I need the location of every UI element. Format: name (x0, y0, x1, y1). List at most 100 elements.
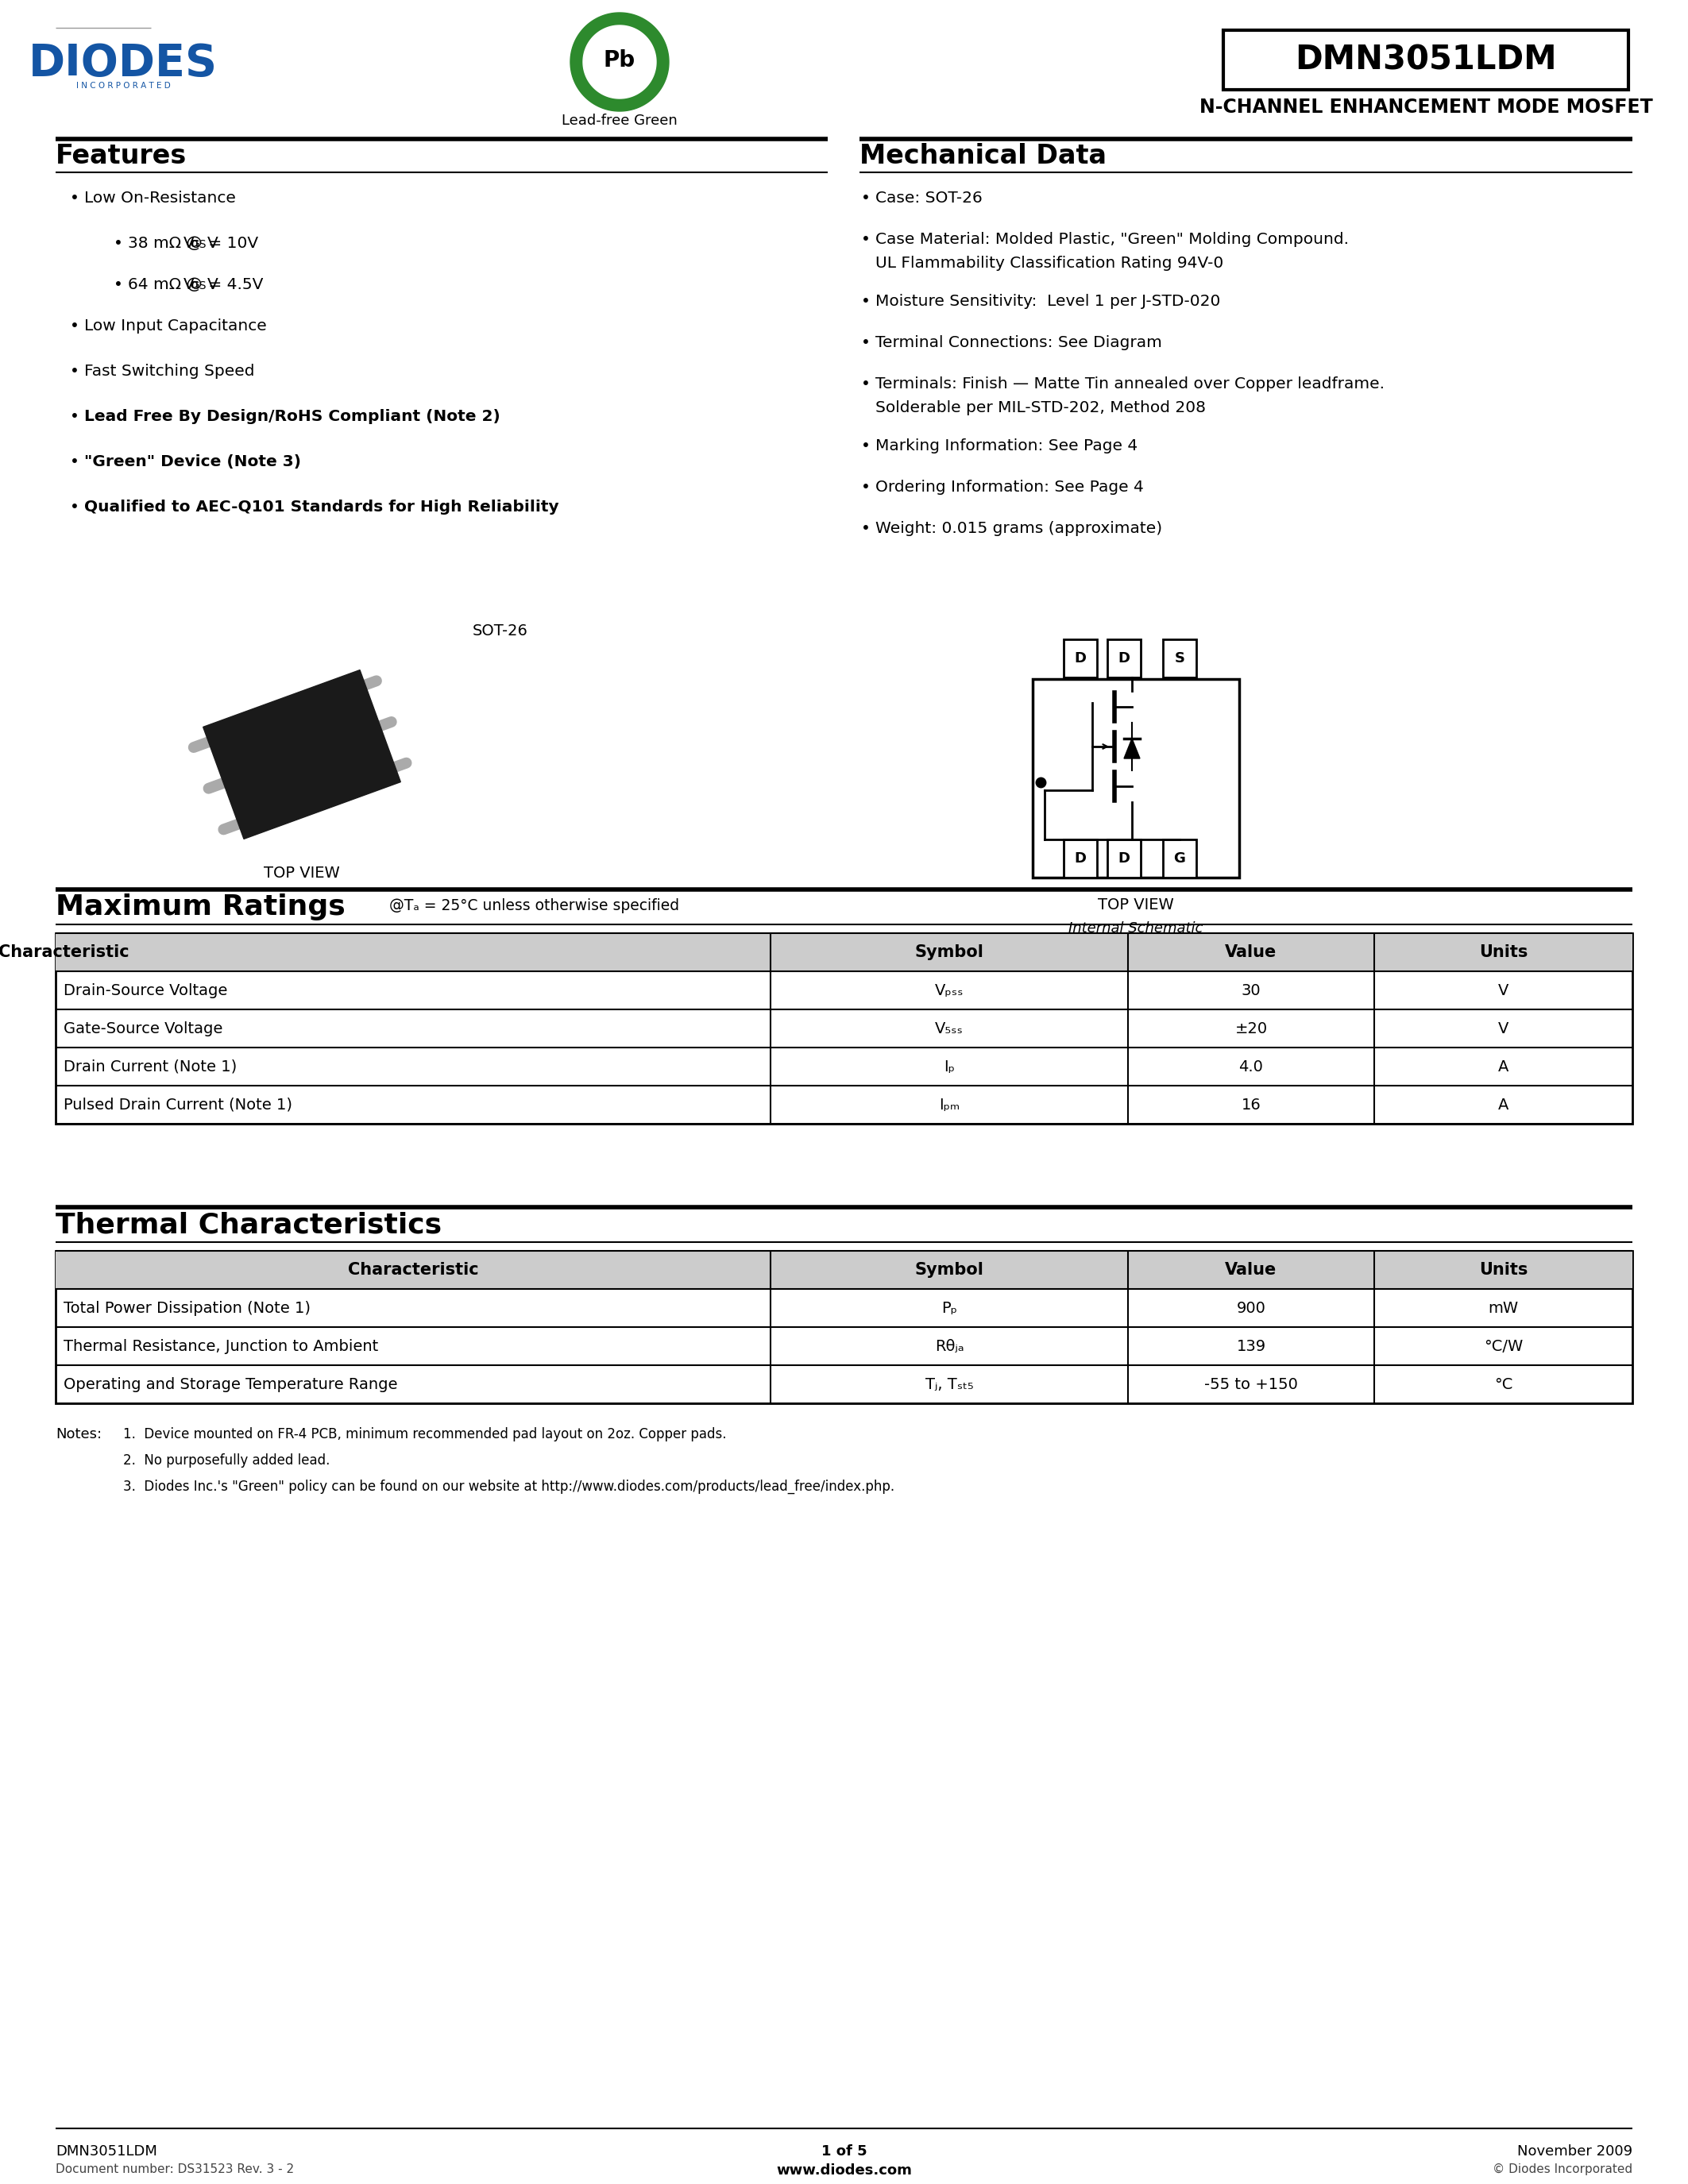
Bar (1107, 839, 1141, 878)
Text: Value: Value (1225, 943, 1278, 961)
Text: Iₚ: Iₚ (944, 1059, 955, 1075)
Bar (1224, 31, 1629, 90)
Text: G: G (1173, 852, 1185, 865)
Text: SOT-26: SOT-26 (473, 622, 528, 638)
Text: Units: Units (1479, 1262, 1528, 1278)
Text: Value: Value (1225, 1262, 1278, 1278)
Text: •: • (861, 480, 871, 496)
Text: V: V (184, 277, 194, 293)
Text: Case: SOT-26: Case: SOT-26 (876, 190, 982, 205)
Text: GS: GS (191, 280, 206, 290)
Text: 900: 900 (1236, 1299, 1266, 1315)
Text: Drain-Source Voltage: Drain-Source Voltage (64, 983, 228, 998)
Text: GS: GS (191, 238, 206, 251)
Text: Symbol: Symbol (915, 1262, 984, 1278)
Text: 1 of 5: 1 of 5 (820, 2145, 868, 2158)
Text: UL Flammability Classification Rating 94V-0: UL Flammability Classification Rating 94… (876, 256, 1224, 271)
Text: D: D (1117, 852, 1129, 865)
Text: Notes:: Notes: (56, 1426, 101, 1441)
Text: Internal Schematic: Internal Schematic (1069, 922, 1204, 935)
Polygon shape (582, 26, 657, 98)
Bar (56, 1251, 1632, 1289)
Text: Marking Information: See Page 4: Marking Information: See Page 4 (876, 439, 1138, 454)
Text: Tⱼ, Tₛₜ₅: Tⱼ, Tₛₜ₅ (925, 1376, 974, 1391)
Text: S: S (1175, 651, 1185, 666)
Text: A: A (1497, 1096, 1509, 1112)
Text: Total Power Dissipation (Note 1): Total Power Dissipation (Note 1) (64, 1299, 311, 1315)
Polygon shape (571, 13, 668, 111)
Text: 64 mΩ @ V: 64 mΩ @ V (128, 277, 218, 293)
Text: •: • (861, 376, 871, 391)
Text: Symbol: Symbol (915, 943, 984, 961)
Text: •: • (69, 319, 79, 334)
Text: V: V (1497, 1020, 1509, 1035)
Text: Case Material: Molded Plastic, "Green" Molding Compound.: Case Material: Molded Plastic, "Green" M… (876, 232, 1349, 247)
Text: -55 to +150: -55 to +150 (1204, 1376, 1298, 1391)
Text: Maximum Ratings: Maximum Ratings (56, 893, 346, 919)
Text: Features: Features (56, 142, 187, 168)
Text: Solderable per MIL-STD-202, Method 208: Solderable per MIL-STD-202, Method 208 (876, 400, 1205, 415)
Text: Pb: Pb (604, 50, 635, 72)
Text: "Green" Device (Note 3): "Green" Device (Note 3) (84, 454, 300, 470)
Text: @Tₐ = 25°C unless otherwise specified: @Tₐ = 25°C unless otherwise specified (390, 898, 679, 913)
Text: www.diodes.com: www.diodes.com (776, 2164, 912, 2177)
Text: 1.  Device mounted on FR-4 PCB, minimum recommended pad layout on 2oz. Copper pa: 1. Device mounted on FR-4 PCB, minimum r… (123, 1426, 726, 1441)
Text: °C/W: °C/W (1484, 1339, 1523, 1354)
Text: •: • (861, 232, 871, 247)
Text: 30: 30 (1241, 983, 1261, 998)
Text: 4.0: 4.0 (1239, 1059, 1263, 1075)
Text: Terminal Connections: See Diagram: Terminal Connections: See Diagram (876, 334, 1161, 349)
Text: °C: °C (1494, 1376, 1512, 1391)
Text: •: • (69, 454, 79, 470)
Text: 2.  No purposefully added lead.: 2. No purposefully added lead. (123, 1452, 329, 1468)
Text: Drain Current (Note 1): Drain Current (Note 1) (64, 1059, 236, 1075)
Text: •: • (861, 334, 871, 349)
Text: •: • (69, 408, 79, 424)
Text: Characteristic: Characteristic (0, 943, 128, 961)
Text: I N C O R P O R A T E D: I N C O R P O R A T E D (76, 81, 170, 90)
Bar (1107, 640, 1141, 677)
Text: = 10V: = 10V (204, 236, 258, 251)
Text: Iₚₘ: Iₚₘ (939, 1096, 960, 1112)
Polygon shape (1124, 738, 1139, 758)
Text: •: • (69, 365, 79, 378)
Text: •: • (861, 439, 871, 454)
Text: •: • (69, 190, 79, 205)
Text: Qualified to AEC-Q101 Standards for High Reliability: Qualified to AEC-Q101 Standards for High… (84, 500, 559, 515)
Text: Low Input Capacitance: Low Input Capacitance (84, 319, 267, 334)
Text: Low On-Resistance: Low On-Resistance (84, 190, 236, 205)
Text: Rθⱼₐ: Rθⱼₐ (935, 1339, 964, 1354)
Text: Lead-free Green: Lead-free Green (562, 114, 677, 129)
Text: Mechanical Data: Mechanical Data (859, 142, 1107, 168)
Bar (1163, 640, 1197, 677)
Bar (1163, 839, 1197, 878)
Text: •: • (69, 500, 79, 515)
Text: Units: Units (1479, 943, 1528, 961)
Text: © Diodes Incorporated: © Diodes Incorporated (1492, 2164, 1632, 2175)
Text: ±20: ±20 (1236, 1020, 1268, 1035)
Bar (1063, 640, 1097, 677)
Bar (1063, 839, 1097, 878)
Text: DIODES: DIODES (29, 41, 218, 85)
Text: Terminals: Finish — Matte Tin annealed over Copper leadframe.: Terminals: Finish — Matte Tin annealed o… (876, 376, 1384, 391)
Text: DMN3051LDM: DMN3051LDM (56, 2145, 157, 2158)
Text: Pₚ: Pₚ (942, 1299, 957, 1315)
Text: •: • (861, 522, 871, 535)
Text: Ordering Information: See Page 4: Ordering Information: See Page 4 (876, 480, 1144, 496)
Text: Document number: DS31523 Rev. 3 - 2: Document number: DS31523 Rev. 3 - 2 (56, 2164, 294, 2175)
Text: 3.  Diodes Inc.'s "Green" policy can be found on our website at http://www.diode: 3. Diodes Inc.'s "Green" policy can be f… (123, 1479, 895, 1494)
Text: Vₚₛₛ: Vₚₛₛ (935, 983, 964, 998)
Text: Pulsed Drain Current (Note 1): Pulsed Drain Current (Note 1) (64, 1096, 292, 1112)
Text: Moisture Sensitivity:  Level 1 per J-STD-020: Moisture Sensitivity: Level 1 per J-STD-… (876, 295, 1220, 308)
Text: Thermal Resistance, Junction to Ambient: Thermal Resistance, Junction to Ambient (64, 1339, 378, 1354)
Text: D: D (1074, 852, 1087, 865)
Text: Characteristic: Characteristic (348, 1262, 478, 1278)
Text: TOP VIEW: TOP VIEW (1097, 898, 1173, 913)
Text: D: D (1117, 651, 1129, 666)
Text: DMN3051LDM: DMN3051LDM (1295, 44, 1556, 76)
Text: •: • (861, 295, 871, 308)
Polygon shape (203, 670, 400, 839)
Text: November 2009: November 2009 (1518, 2145, 1632, 2158)
Text: N-CHANNEL ENHANCEMENT MODE MOSFET: N-CHANNEL ENHANCEMENT MODE MOSFET (1198, 98, 1653, 116)
Bar (56, 933, 1632, 972)
